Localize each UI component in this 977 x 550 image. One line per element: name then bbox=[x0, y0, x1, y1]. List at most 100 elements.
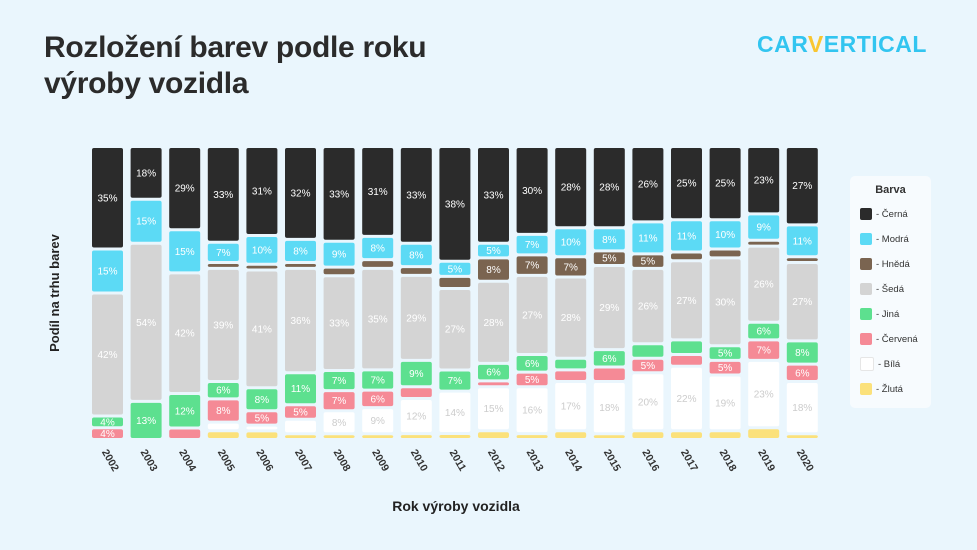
data-label-2008-Černá: 33% bbox=[329, 189, 349, 200]
bar-2015-Černá bbox=[593, 148, 625, 227]
bar-2012-Šedá bbox=[478, 282, 509, 362]
bar-2020-Jiná bbox=[786, 342, 818, 363]
bar-2004-Jiná bbox=[169, 395, 201, 427]
data-label-2009-Šedá: 35% bbox=[368, 315, 388, 326]
data-label-2020-Jiná: 8% bbox=[795, 348, 810, 359]
x-tick-2020: 2020 bbox=[794, 447, 816, 473]
bar-2015-Bílá bbox=[593, 382, 625, 433]
bar-2008-Jiná bbox=[323, 372, 355, 390]
bar-2013-Modrá bbox=[516, 235, 548, 254]
bar-2020-Červená bbox=[786, 365, 818, 380]
data-label-2018-Šedá: 30% bbox=[715, 297, 735, 308]
data-label-2009-Modrá: 8% bbox=[370, 244, 385, 255]
bar-2002-Červená bbox=[92, 429, 123, 438]
bar-2011-Žlutá bbox=[439, 434, 471, 438]
data-label-2010-Šedá: 29% bbox=[406, 313, 426, 324]
bar-2012-Bílá bbox=[478, 388, 509, 430]
bar-2006-Bílá bbox=[246, 426, 278, 430]
bars-group: 35% 15% 42% 4%4% 18% 15% 54% 13% 29% 15% 42% 12% 33%… bbox=[92, 148, 818, 440]
data-label-2019-Modrá: 9% bbox=[756, 223, 771, 234]
data-label-2020-Modrá: 11% bbox=[793, 236, 812, 247]
data-label-2004-Černá: 29% bbox=[175, 184, 195, 195]
x-tick-2003: 2003 bbox=[138, 447, 160, 473]
legend-swatch-Černá bbox=[860, 208, 872, 220]
data-label-2008-Šedá: 33% bbox=[329, 319, 349, 330]
bar-2015-Modrá bbox=[593, 229, 625, 250]
data-label-2012-Bílá: 15% bbox=[483, 404, 503, 415]
legend-swatch-Šedá bbox=[860, 283, 872, 295]
data-label-2011-Modrá: 5% bbox=[448, 264, 463, 275]
data-label-2007-Šedá: 36% bbox=[290, 316, 310, 327]
data-label-2017-Černá: 25% bbox=[676, 179, 696, 190]
bar-2004-Modrá bbox=[169, 231, 201, 272]
bar-2005-Hnědá bbox=[207, 264, 239, 267]
bar-2009-Jiná bbox=[362, 371, 394, 389]
data-label-2019-Jiná: 6% bbox=[756, 327, 771, 338]
data-label-2007-Červená: 5% bbox=[293, 407, 308, 418]
legend-item-Žlutá: - Žlutá bbox=[860, 382, 903, 396]
data-label-2002-Červená: 4% bbox=[100, 429, 115, 440]
data-label-2011-Jiná: 7% bbox=[448, 376, 463, 387]
data-label-2015-Černá: 28% bbox=[599, 183, 619, 194]
x-tick-2011: 2011 bbox=[447, 448, 469, 474]
data-label-2006-Šedá: 41% bbox=[252, 324, 272, 335]
bar-2019-Žlutá bbox=[748, 429, 780, 438]
logo-text-v: V bbox=[807, 31, 824, 57]
bar-2010-Černá bbox=[400, 148, 432, 242]
bar-2007-Žlutá bbox=[285, 435, 316, 438]
data-label-2013-Bílá: 16% bbox=[522, 406, 542, 417]
data-label-2015-Bílá: 18% bbox=[599, 403, 619, 414]
bar-2016-Bílá bbox=[632, 374, 664, 430]
bar-2009-Hnědá bbox=[362, 261, 394, 267]
bar-2017-Žlutá bbox=[671, 432, 702, 438]
bar-2019-Červená bbox=[748, 341, 780, 359]
bar-2013-Červená bbox=[516, 373, 548, 386]
x-tick-labels: 2002 2003 2004 2005 2006 2007 2008 2009 2010 2011… bbox=[99, 447, 816, 473]
data-label-2016-Hnědá: 5% bbox=[641, 257, 656, 268]
bar-2010-Hnědá bbox=[400, 268, 432, 274]
y-axis-label: Podíl na trhu barev bbox=[47, 233, 62, 352]
bar-2007-Jiná bbox=[285, 374, 316, 404]
data-label-2003-Modrá: 15% bbox=[136, 217, 156, 228]
data-label-2009-Bílá: 9% bbox=[370, 416, 385, 427]
data-label-2016-Bílá: 20% bbox=[638, 397, 658, 408]
bar-2011-Jiná bbox=[439, 371, 471, 390]
x-tick-2002: 2002 bbox=[99, 447, 121, 473]
data-label-2005-Modrá: 7% bbox=[216, 248, 231, 259]
data-label-2015-Jiná: 6% bbox=[602, 354, 617, 365]
bar-2016-Hnědá bbox=[632, 255, 664, 267]
data-label-2004-Modrá: 15% bbox=[175, 247, 195, 258]
data-label-2005-Červená: 8% bbox=[216, 406, 231, 417]
bar-2019-Šedá bbox=[748, 247, 780, 321]
data-label-2011-Bílá: 14% bbox=[445, 408, 465, 419]
bar-2013-Bílá bbox=[516, 388, 548, 433]
bar-2008-Žlutá bbox=[323, 435, 355, 438]
data-label-2013-Černá: 30% bbox=[522, 186, 542, 197]
bar-2019-Modrá bbox=[748, 215, 780, 239]
bar-2002-Modrá bbox=[92, 250, 123, 292]
bar-2004-Šedá bbox=[169, 274, 201, 393]
bar-2006-Červená bbox=[246, 412, 278, 424]
data-label-2013-Červená: 5% bbox=[525, 375, 540, 386]
legend-item-Bílá: - Bílá bbox=[860, 357, 900, 371]
bar-2012-Červená bbox=[478, 382, 509, 386]
x-axis-label: Rok výroby vozidla bbox=[392, 498, 520, 514]
legend-label-Modrá: - Modrá bbox=[876, 233, 909, 245]
bar-2010-Šedá bbox=[400, 276, 432, 359]
bar-2017-Bílá bbox=[671, 367, 702, 430]
x-tick-2010: 2010 bbox=[408, 447, 430, 473]
data-label-2009-Černá: 31% bbox=[368, 187, 388, 198]
bar-2006-Šedá bbox=[246, 271, 278, 387]
bar-2008-Šedá bbox=[323, 277, 355, 370]
bar-2007-Bílá bbox=[285, 420, 316, 433]
x-tick-2004: 2004 bbox=[176, 447, 198, 473]
bar-2018-Černá bbox=[709, 148, 741, 219]
x-tick-2015: 2015 bbox=[601, 447, 623, 473]
data-label-2009-Jiná: 7% bbox=[370, 376, 385, 387]
bar-2004-Černá bbox=[169, 148, 201, 229]
data-label-2016-Černá: 26% bbox=[638, 180, 658, 191]
x-tick-2012: 2012 bbox=[485, 447, 507, 473]
bar-2014-Hnědá bbox=[555, 258, 587, 276]
bar-2020-Bílá bbox=[786, 382, 818, 433]
data-label-2014-Šedá: 28% bbox=[561, 313, 581, 324]
